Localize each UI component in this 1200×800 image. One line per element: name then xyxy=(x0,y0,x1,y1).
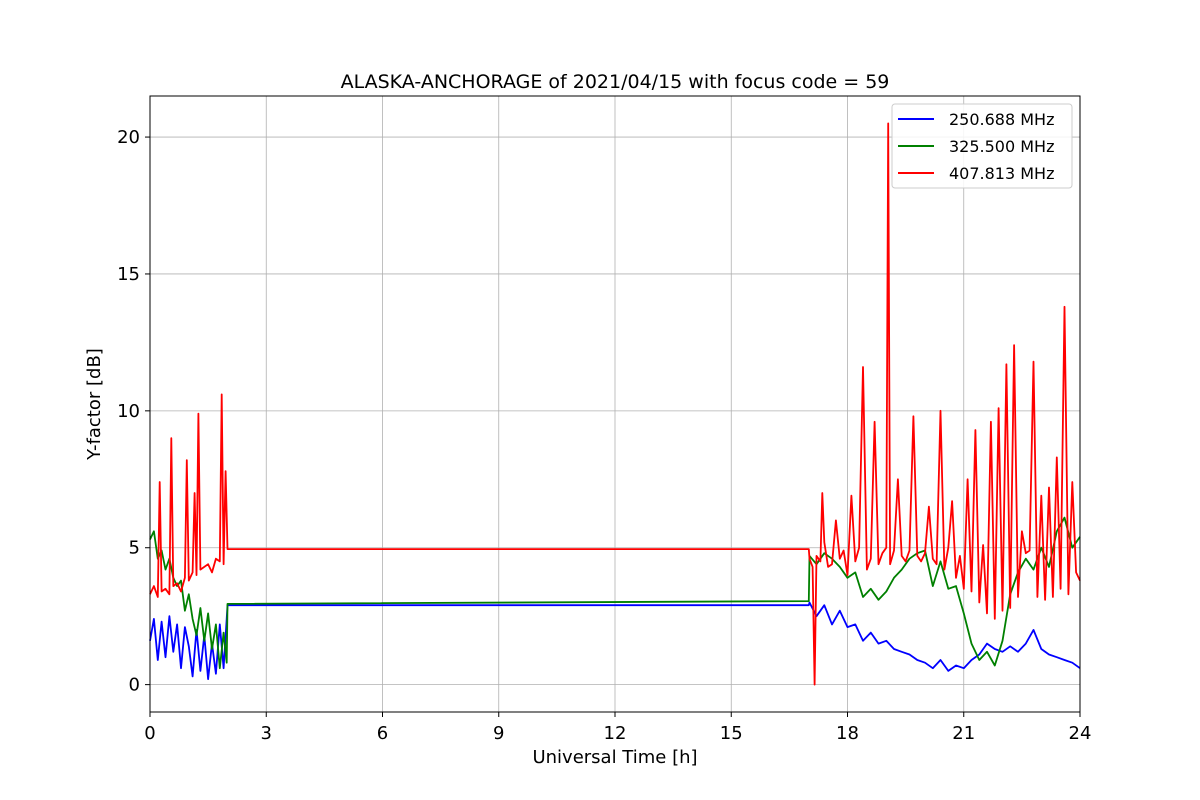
x-axis-ticks: 0 3 6 9 12 15 18 21 24 xyxy=(144,712,1091,744)
grid xyxy=(150,96,1080,712)
x-tick-label: 24 xyxy=(1069,723,1092,744)
y-tick-label: 0 xyxy=(129,675,140,696)
legend-label-1: 250.688 MHz xyxy=(949,110,1054,129)
series-line-2 xyxy=(149,516,1081,670)
series-line-1 xyxy=(149,601,1081,680)
y-axis-label: Y-factor [dB] xyxy=(84,348,105,461)
y-axis-ticks: 0 5 10 15 20 xyxy=(117,127,150,696)
series-lines xyxy=(149,122,1081,686)
legend-label-3: 407.813 MHz xyxy=(949,164,1054,183)
y-tick-label: 15 xyxy=(117,264,140,285)
x-axis-label: Universal Time [h] xyxy=(532,747,697,768)
legend: 250.688 MHz 325.500 MHz 407.813 MHz xyxy=(891,103,1073,189)
legend-label-2: 325.500 MHz xyxy=(949,137,1054,156)
x-tick-label: 18 xyxy=(836,723,859,744)
x-tick-label: 15 xyxy=(720,723,743,744)
x-tick-label: 21 xyxy=(952,723,975,744)
y-tick-label: 10 xyxy=(117,401,140,422)
chart-title: ALASKA-ANCHORAGE of 2021/04/15 with focu… xyxy=(341,71,890,93)
x-tick-label: 9 xyxy=(493,723,504,744)
y-tick-label: 5 xyxy=(129,538,140,559)
y-tick-label: 20 xyxy=(117,127,140,148)
x-tick-label: 0 xyxy=(144,723,155,744)
series-line-3 xyxy=(149,122,1081,686)
x-tick-label: 3 xyxy=(261,723,272,744)
legend-box xyxy=(891,103,1073,189)
x-tick-label: 12 xyxy=(604,723,627,744)
x-tick-label: 6 xyxy=(377,723,388,744)
